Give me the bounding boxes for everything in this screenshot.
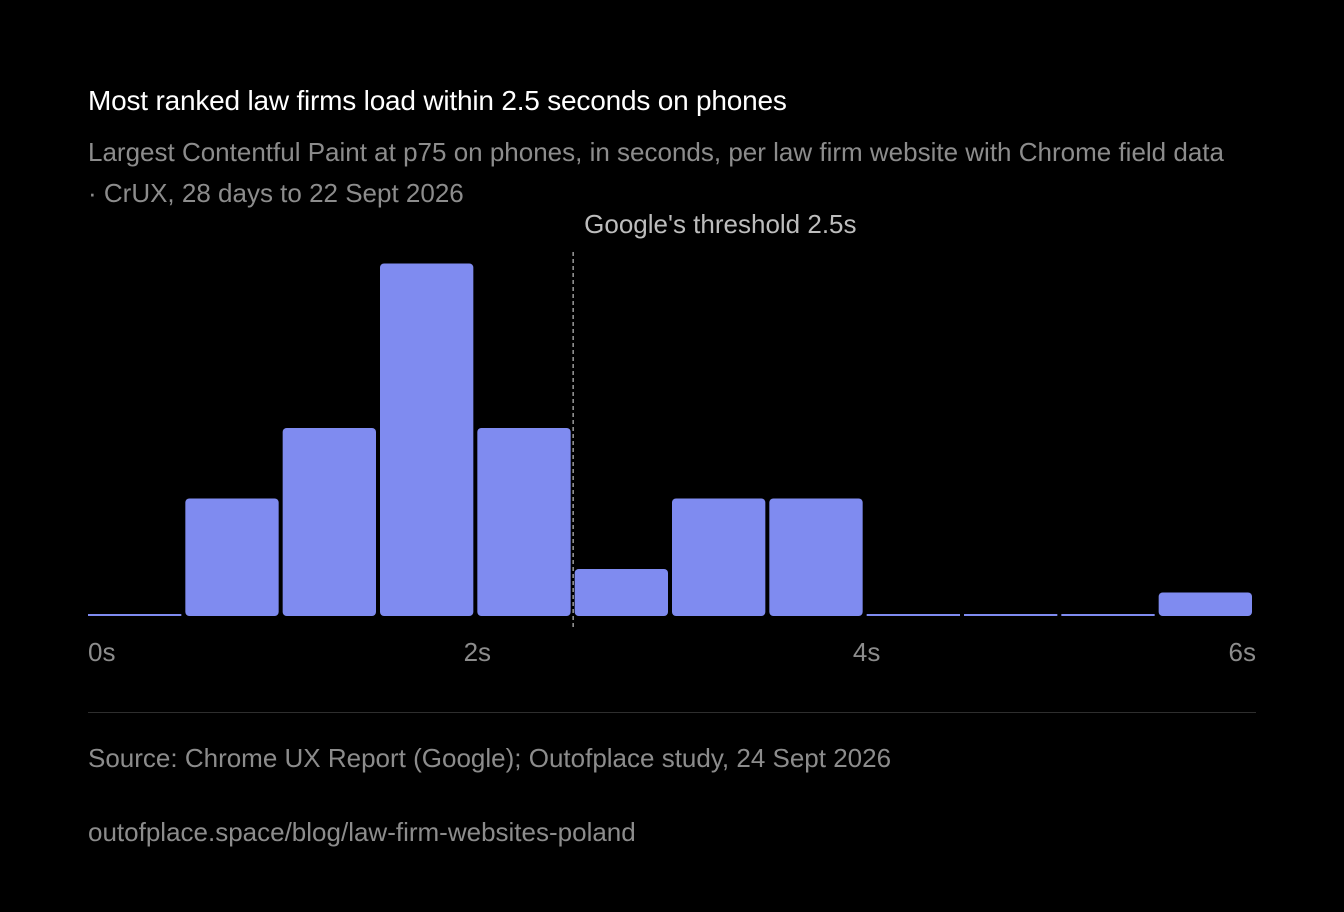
source-url: outofplace.space/blog/law-firm-websites-… <box>88 817 636 847</box>
histogram-bar <box>1158 592 1252 616</box>
x-tick-label: 4s <box>853 637 880 667</box>
histogram-bar <box>574 569 668 616</box>
histogram-chart: Google's threshold 2.5s 0s 2s 4s 6s <box>88 209 1256 667</box>
histogram-bar <box>1061 614 1155 616</box>
histogram-bar <box>866 614 960 616</box>
x-axis-ticks: 0s 2s 4s 6s <box>88 637 1256 667</box>
histogram-bar <box>282 428 376 616</box>
x-tick-label: 6s <box>1229 637 1256 667</box>
histogram-bar <box>477 428 571 616</box>
histogram-bar <box>672 498 766 616</box>
chart-title: Most ranked law firms load within 2.5 se… <box>88 85 787 116</box>
histogram-bar <box>769 498 863 616</box>
footer-divider <box>88 712 1256 713</box>
histogram-bar <box>185 498 279 616</box>
histogram-bar <box>380 263 474 616</box>
source-note: Source: Chrome UX Report (Google); Outof… <box>88 743 892 773</box>
x-tick-label: 0s <box>88 637 115 667</box>
histogram-bar <box>964 614 1058 616</box>
chart-subtitle: Largest Contentful Paint at p75 on phone… <box>88 137 1224 208</box>
threshold-label: Google's threshold 2.5s <box>584 209 856 239</box>
bars-group <box>88 263 1252 616</box>
x-tick-label: 2s <box>464 637 491 667</box>
histogram-bar <box>88 614 182 616</box>
